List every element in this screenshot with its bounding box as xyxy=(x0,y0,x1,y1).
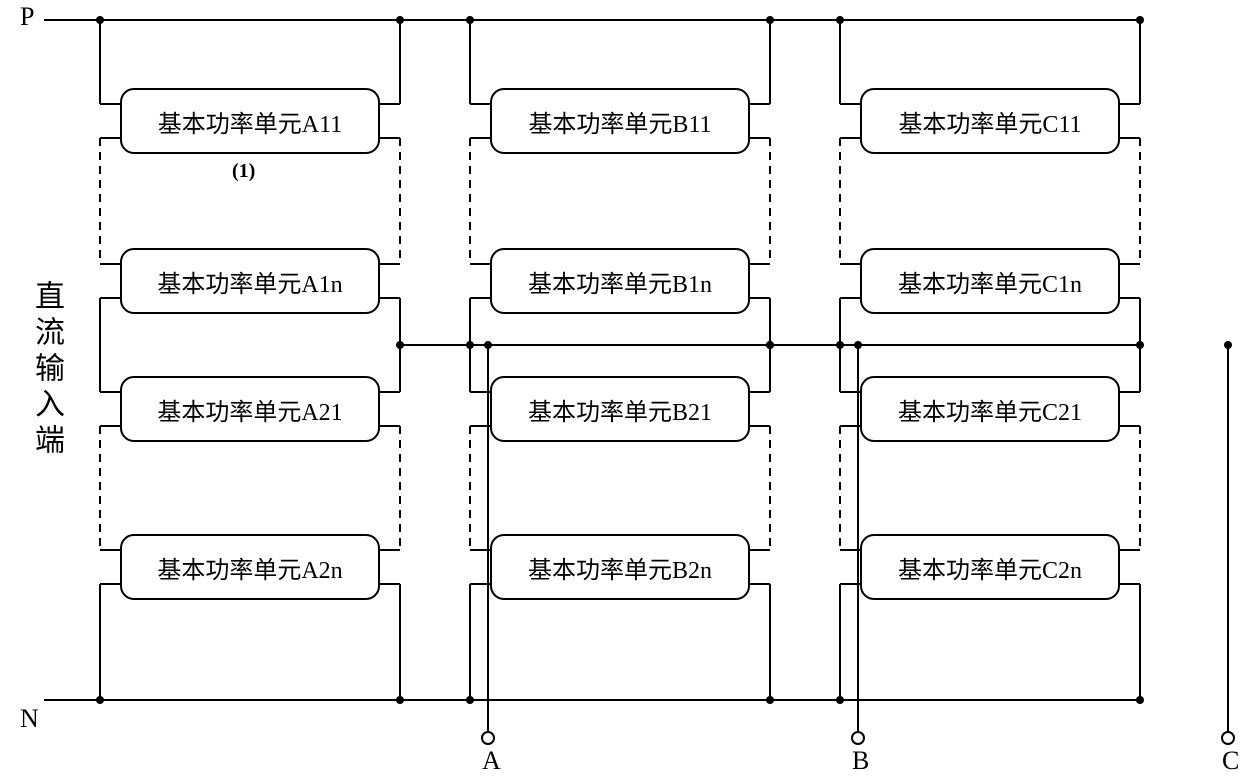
unit-b11-label: 基本功率单元B11 xyxy=(528,104,711,139)
unit-b2n: 基本功率单元B2n xyxy=(490,534,750,600)
terminal-a-label: A xyxy=(482,746,501,776)
unit-c1n-label: 基本功率单元C1n xyxy=(898,264,1082,299)
terminal-n-label: N xyxy=(20,704,39,734)
unit-a1n: 基本功率单元A1n xyxy=(120,248,380,314)
dc-input-label: 直流输入端 xyxy=(24,280,68,460)
unit-b1n: 基本功率单元B1n xyxy=(490,248,750,314)
terminal-c-label: C xyxy=(1222,746,1239,776)
unit-b21-label: 基本功率单元B21 xyxy=(528,392,712,427)
terminal-b-label: B xyxy=(852,746,869,776)
unit-a11: 基本功率单元A11 xyxy=(120,88,380,154)
unit-b21: 基本功率单元B21 xyxy=(490,376,750,442)
terminal-p-label: P xyxy=(20,2,34,32)
unit-a1n-label: 基本功率单元A1n xyxy=(157,264,342,299)
unit-c21: 基本功率单元C21 xyxy=(860,376,1120,442)
unit-a2n: 基本功率单元A2n xyxy=(120,534,380,600)
unit-a11-label: 基本功率单元A11 xyxy=(158,104,342,139)
unit-b11: 基本功率单元B11 xyxy=(490,88,750,154)
unit-b2n-label: 基本功率单元B2n xyxy=(528,550,712,585)
unit-c1n: 基本功率单元C1n xyxy=(860,248,1120,314)
unit-c11-label: 基本功率单元C11 xyxy=(898,104,1081,139)
unit-a21-label: 基本功率单元A21 xyxy=(157,392,342,427)
unit-c11: 基本功率单元C11 xyxy=(860,88,1120,154)
unit-a21: 基本功率单元A21 xyxy=(120,376,380,442)
unit-a2n-label: 基本功率单元A2n xyxy=(157,550,342,585)
unit-c2n: 基本功率单元C2n xyxy=(860,534,1120,600)
unit-c2n-label: 基本功率单元C2n xyxy=(898,550,1082,585)
unit-c21-label: 基本功率单元C21 xyxy=(898,392,1082,427)
sub-label-1: (1) xyxy=(232,160,255,183)
unit-b1n-label: 基本功率单元B1n xyxy=(528,264,712,299)
